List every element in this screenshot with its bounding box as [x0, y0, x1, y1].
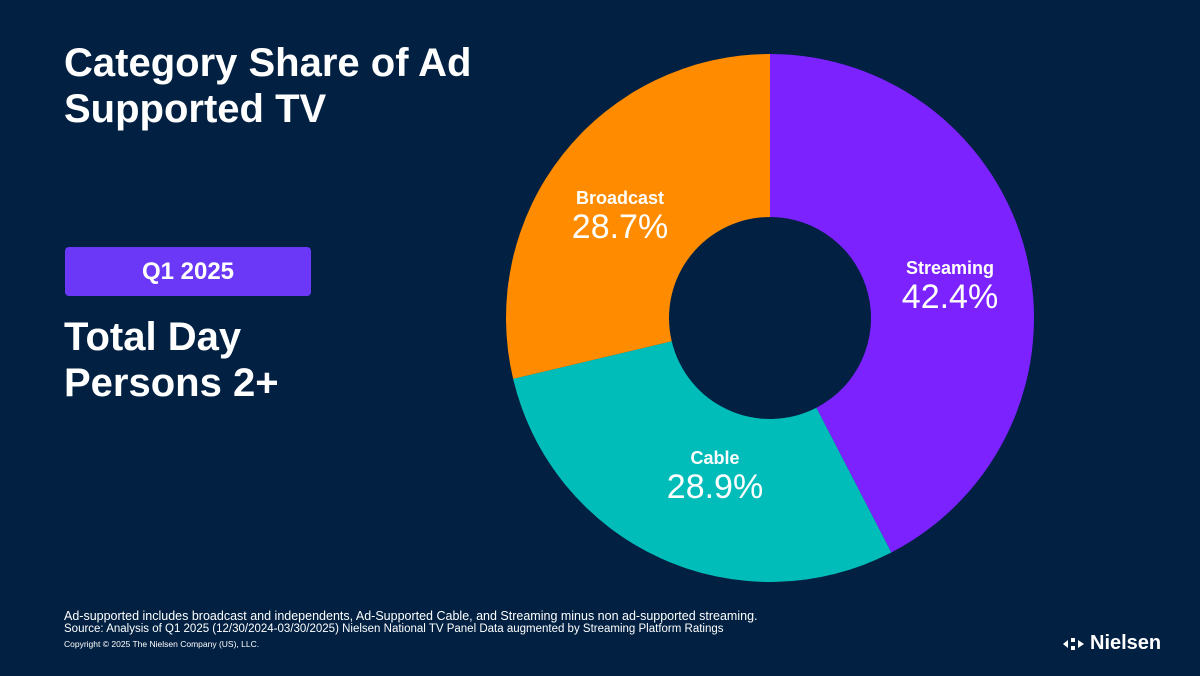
- page-title: Category Share of Ad Supported TV: [64, 41, 472, 131]
- audience-subtitle: Total Day Persons 2+: [64, 314, 279, 406]
- footnote: Ad-supported includes broadcast and inde…: [64, 609, 758, 623]
- slice-label-streaming: Streaming: [906, 258, 994, 278]
- subtitle-line-1: Total Day: [64, 315, 242, 359]
- logo-text: Nielsen: [1090, 632, 1162, 654]
- nielsen-logo-icon: [1063, 637, 1084, 650]
- slice-value-streaming: 42.4%: [902, 278, 998, 316]
- source-note: Source: Analysis of Q1 2025 (12/30/2024-…: [64, 623, 724, 635]
- slice-value-cable: 28.9%: [667, 468, 763, 506]
- subtitle-line-2: Persons 2+: [64, 361, 279, 405]
- nielsen-logo: Nielsen: [1063, 632, 1161, 655]
- slice-label-cable: Cable: [690, 448, 739, 468]
- period-badge: Q1 2025: [65, 247, 311, 296]
- slice-cable: [513, 341, 892, 583]
- slice-label-broadcast: Broadcast: [576, 188, 664, 208]
- slice-value-broadcast: 28.7%: [572, 208, 668, 246]
- copyright: Copyright © 2025 The Nielsen Company (US…: [64, 639, 260, 649]
- slice-broadcast: [506, 54, 770, 379]
- slice-streaming: [770, 54, 1035, 553]
